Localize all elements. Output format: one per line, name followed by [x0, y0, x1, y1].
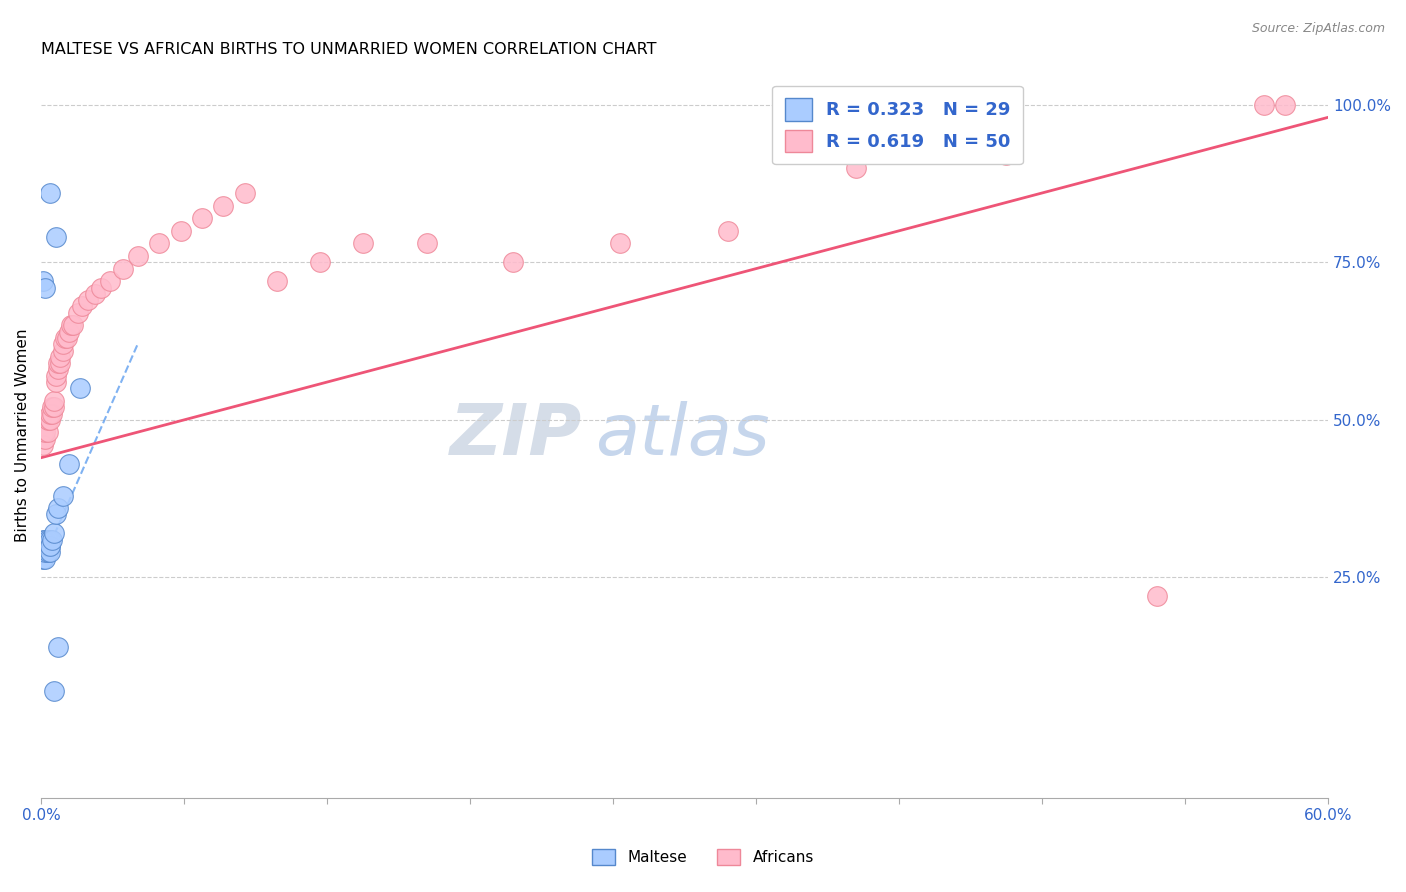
- Point: [77, 293, 100, 307]
- Point: [1253, 97, 1275, 112]
- Point: [46, 640, 69, 654]
- Point: [51, 337, 73, 351]
- Point: [38, 539, 60, 553]
- Point: [37, 413, 59, 427]
- Point: [41, 407, 63, 421]
- Point: [45, 508, 67, 522]
- Point: [212, 198, 235, 212]
- Y-axis label: Births to Unmarried Women: Births to Unmarried Women: [15, 329, 30, 542]
- Point: [45, 230, 67, 244]
- Point: [37, 539, 59, 553]
- Point: [34, 432, 56, 446]
- Point: [191, 211, 214, 226]
- Point: [845, 161, 868, 175]
- Point: [58, 325, 80, 339]
- Point: [58, 457, 80, 471]
- Point: [66, 306, 89, 320]
- Point: [45, 375, 67, 389]
- Point: [49, 350, 72, 364]
- Legend: R = 0.323   N = 29, R = 0.619   N = 50: R = 0.323 N = 29, R = 0.619 N = 50: [772, 86, 1024, 164]
- Point: [609, 236, 631, 251]
- Point: [41, 401, 63, 415]
- Point: [127, 249, 149, 263]
- Point: [42, 401, 65, 415]
- Point: [46, 356, 69, 370]
- Point: [37, 425, 59, 440]
- Point: [41, 533, 63, 547]
- Point: [49, 356, 72, 370]
- Point: [34, 545, 56, 559]
- Point: [37, 533, 59, 547]
- Legend: Maltese, Africans: Maltese, Africans: [586, 843, 820, 871]
- Point: [38, 413, 60, 427]
- Point: [32, 438, 55, 452]
- Point: [56, 331, 79, 345]
- Point: [90, 280, 112, 294]
- Point: [37, 545, 59, 559]
- Text: ZIP: ZIP: [450, 401, 582, 470]
- Point: [46, 362, 69, 376]
- Point: [34, 425, 56, 440]
- Point: [34, 533, 56, 547]
- Point: [32, 545, 55, 559]
- Point: [1146, 590, 1168, 604]
- Point: [38, 545, 60, 559]
- Point: [111, 261, 134, 276]
- Point: [53, 331, 76, 345]
- Point: [716, 224, 738, 238]
- Point: [38, 186, 60, 200]
- Point: [32, 533, 55, 547]
- Point: [83, 286, 105, 301]
- Point: [266, 274, 288, 288]
- Point: [148, 236, 170, 251]
- Point: [32, 274, 55, 288]
- Point: [32, 545, 55, 559]
- Point: [32, 551, 55, 566]
- Point: [38, 407, 60, 421]
- Point: [34, 539, 56, 553]
- Point: [51, 489, 73, 503]
- Point: [416, 236, 439, 251]
- Point: [45, 368, 67, 383]
- Point: [169, 224, 191, 238]
- Point: [502, 255, 524, 269]
- Text: MALTESE VS AFRICAN BIRTHS TO UNMARRIED WOMEN CORRELATION CHART: MALTESE VS AFRICAN BIRTHS TO UNMARRIED W…: [41, 42, 657, 57]
- Point: [98, 274, 121, 288]
- Point: [309, 255, 332, 269]
- Point: [32, 539, 55, 553]
- Point: [42, 526, 65, 541]
- Point: [42, 394, 65, 409]
- Text: Source: ZipAtlas.com: Source: ZipAtlas.com: [1251, 22, 1385, 36]
- Point: [42, 684, 65, 698]
- Point: [38, 533, 60, 547]
- Point: [70, 300, 93, 314]
- Point: [995, 148, 1018, 162]
- Point: [51, 343, 73, 358]
- Point: [34, 551, 56, 566]
- Point: [46, 501, 69, 516]
- Point: [34, 280, 56, 294]
- Point: [352, 236, 374, 251]
- Point: [32, 425, 55, 440]
- Text: atlas: atlas: [595, 401, 769, 470]
- Point: [60, 318, 83, 333]
- Point: [1274, 97, 1296, 112]
- Point: [233, 186, 256, 200]
- Point: [69, 381, 91, 395]
- Point: [62, 318, 84, 333]
- Point: [38, 539, 60, 553]
